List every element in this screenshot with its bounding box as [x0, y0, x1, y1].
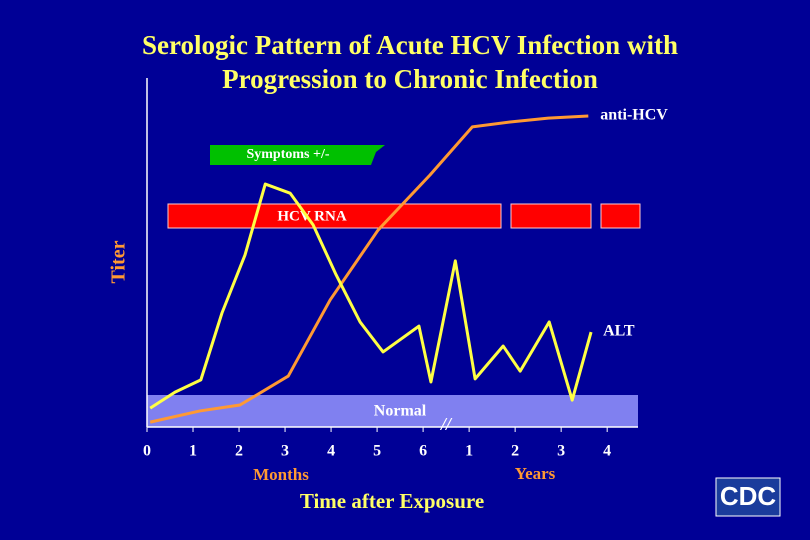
- x-tick-label: 6: [419, 443, 427, 460]
- x-tick-label: 2: [235, 443, 243, 460]
- x-tick-label: 1: [465, 443, 473, 460]
- axis-break: //: [439, 414, 453, 434]
- series-line: [149, 182, 593, 410]
- logo: CDC: [720, 481, 777, 511]
- x-tick-label: 0: [143, 443, 151, 460]
- x-unit-label: Months: [253, 465, 309, 484]
- symptoms-label: Symptoms +/-: [246, 147, 329, 162]
- normal-label: Normal: [374, 403, 427, 420]
- series-label: ALT: [603, 323, 635, 340]
- x-tick-label: 4: [603, 443, 611, 460]
- series-label: anti-HCV: [600, 107, 668, 124]
- symptoms-band: [210, 145, 385, 165]
- chart-title: Progression to Chronic Infection: [222, 64, 598, 94]
- hcv-rna-band: [167, 203, 502, 229]
- logo-box: [715, 477, 781, 517]
- x-tick-label: 5: [373, 443, 381, 460]
- y-axis-label: Titer: [108, 240, 130, 283]
- hcv-rna-band: [600, 203, 641, 229]
- x-unit-label: Years: [515, 464, 556, 483]
- x-tick-label: 1: [189, 443, 197, 460]
- x-tick-label: 4: [327, 443, 335, 460]
- normal-band: [147, 395, 638, 427]
- x-axis-label: Time after Exposure: [300, 489, 484, 513]
- hcv-rna-label: HCV RNA: [277, 208, 346, 224]
- x-tick-label: 2: [511, 443, 519, 460]
- series-line: [149, 114, 589, 424]
- x-tick-label: 3: [557, 443, 565, 460]
- x-tick-label: 3: [281, 443, 289, 460]
- hcv-rna-band: [510, 203, 592, 229]
- chart-title: Serologic Pattern of Acute HCV Infection…: [142, 30, 678, 60]
